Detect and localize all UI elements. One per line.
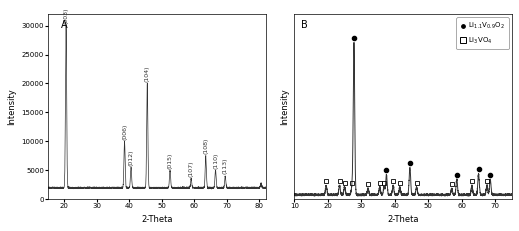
X-axis label: 2-Theta: 2-Theta bbox=[141, 215, 173, 224]
Text: (113): (113) bbox=[223, 158, 228, 174]
Text: (104): (104) bbox=[145, 65, 150, 82]
Text: (006): (006) bbox=[122, 123, 127, 140]
Y-axis label: Intensity: Intensity bbox=[7, 88, 16, 125]
Text: (108): (108) bbox=[203, 138, 208, 154]
Y-axis label: Intensity: Intensity bbox=[280, 88, 289, 125]
X-axis label: 2-Theta: 2-Theta bbox=[388, 215, 419, 224]
Text: (110): (110) bbox=[213, 152, 218, 169]
Legend: Li$_{1.1}$V$_{0.9}$O$_2$, Li$_3$VO$_4$: Li$_{1.1}$V$_{0.9}$O$_2$, Li$_3$VO$_4$ bbox=[456, 18, 509, 49]
Text: (015): (015) bbox=[168, 152, 172, 169]
Text: (107): (107) bbox=[188, 161, 194, 177]
Text: B: B bbox=[301, 20, 308, 30]
Text: (003): (003) bbox=[63, 7, 69, 24]
Text: (012): (012) bbox=[129, 149, 133, 166]
Text: A: A bbox=[61, 20, 68, 30]
